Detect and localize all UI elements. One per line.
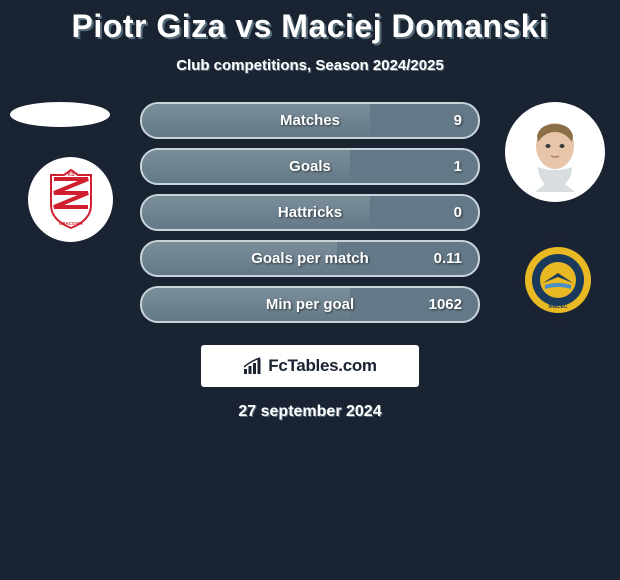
date-label: 27 september 2024 bbox=[0, 403, 620, 421]
stat-label: Hattricks bbox=[278, 204, 342, 221]
stat-label: Matches bbox=[280, 112, 340, 129]
chart-bars-icon bbox=[243, 357, 265, 375]
stat-row-min-per-goal: Min per goal 1062 bbox=[140, 286, 480, 323]
page-title: Piotr Giza vs Maciej Domanski bbox=[0, 8, 620, 45]
club2-logo: KLUB MIELEC bbox=[515, 237, 600, 322]
stat-value: 1 bbox=[454, 158, 462, 175]
stat-row-goals: Goals 1 bbox=[140, 148, 480, 185]
stat-rows: Matches 9 Goals 1 Hattricks 0 Goals per … bbox=[140, 102, 480, 323]
player2-avatar bbox=[505, 102, 605, 202]
svg-text:KLUB: KLUB bbox=[551, 255, 565, 261]
player1-avatar bbox=[10, 102, 110, 127]
stat-value: 0.11 bbox=[434, 250, 462, 267]
stal-mielec-badge-icon: KLUB MIELEC bbox=[523, 245, 593, 315]
stat-label: Goals per match bbox=[251, 250, 369, 267]
stat-row-matches: Matches 9 bbox=[140, 102, 480, 139]
brand-box: FcTables.com bbox=[201, 345, 419, 387]
subtitle: Club competitions, Season 2024/2025 bbox=[0, 57, 620, 74]
stats-area: KS CRACOVIA KLUB MIELEC Matches 9 bbox=[0, 102, 620, 323]
cracovia-badge-icon: KS CRACOVIA bbox=[36, 165, 106, 235]
svg-text:MIELEC: MIELEC bbox=[548, 304, 567, 310]
stat-row-hattricks: Hattricks 0 bbox=[140, 194, 480, 231]
stat-label: Min per goal bbox=[266, 296, 354, 313]
stat-value: 0 bbox=[454, 204, 462, 221]
player-face-icon bbox=[515, 112, 595, 192]
brand-text: FcTables.com bbox=[268, 356, 377, 376]
comparison-infographic: Piotr Giza vs Maciej Domanski Club compe… bbox=[0, 0, 620, 580]
stat-label: Goals bbox=[289, 158, 331, 175]
svg-text:KS: KS bbox=[67, 172, 75, 178]
svg-text:CRACOVIA: CRACOVIA bbox=[58, 221, 83, 226]
stat-row-goals-per-match: Goals per match 0.11 bbox=[140, 240, 480, 277]
stat-value: 1062 bbox=[429, 296, 462, 313]
club1-logo: KS CRACOVIA bbox=[28, 157, 113, 242]
stat-value: 9 bbox=[454, 112, 462, 129]
